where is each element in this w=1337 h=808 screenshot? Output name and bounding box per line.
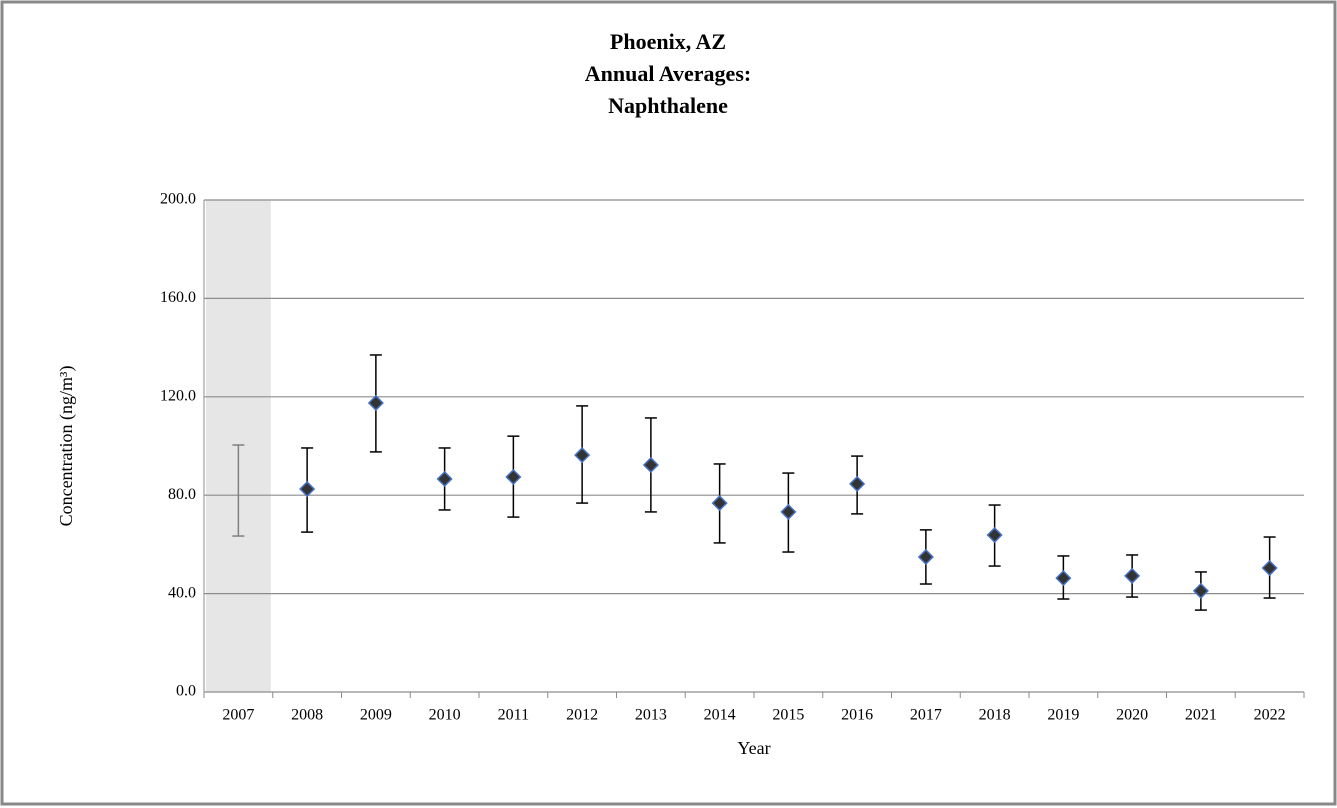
marker	[642, 456, 659, 474]
x-tick-label: 2011	[498, 707, 529, 724]
marker	[1124, 567, 1141, 584]
x-axis-label: Year	[737, 738, 770, 758]
marker	[1055, 570, 1072, 587]
chart-title: Annual Averages:	[585, 61, 751, 86]
marker	[780, 503, 797, 520]
marker	[849, 475, 866, 492]
y-axis-label: Concentration (ng/m³)	[56, 366, 77, 527]
x-tick-label: 2018	[979, 707, 1011, 724]
marker	[711, 495, 728, 512]
x-tick-label: 2016	[841, 707, 873, 724]
x-tick-label: 2013	[635, 707, 667, 724]
marker	[436, 470, 453, 488]
chart-title: Naphthalene	[608, 93, 728, 118]
y-tick-label: 120.0	[160, 387, 196, 404]
x-tick-label: 2009	[360, 707, 392, 724]
y-tick-label: 0.0	[176, 683, 196, 700]
x-tick-label: 2017	[910, 707, 942, 724]
marker	[917, 548, 934, 566]
x-tick-label: 2010	[429, 707, 461, 724]
x-tick-label: 2019	[1047, 707, 1079, 724]
marker	[1192, 582, 1209, 599]
x-tick-label: 2015	[772, 707, 804, 724]
marker	[986, 526, 1003, 544]
y-tick-label: 200.0	[160, 191, 196, 208]
x-tick-label: 2008	[291, 707, 323, 724]
y-tick-label: 40.0	[168, 584, 196, 601]
y-tick-label: 160.0	[160, 289, 196, 306]
x-tick-label: 2012	[566, 707, 598, 724]
marker	[299, 480, 316, 498]
x-tick-label: 2021	[1185, 707, 1217, 724]
y-tick-label: 80.0	[168, 486, 196, 503]
x-tick-label: 2020	[1116, 707, 1148, 724]
marker	[505, 468, 522, 486]
x-tick-label: 2014	[704, 707, 736, 724]
marker	[367, 394, 384, 412]
chart-title: Phoenix, AZ	[610, 29, 726, 54]
marker	[1261, 559, 1278, 577]
x-tick-label: 2007	[222, 707, 254, 724]
x-tick-label: 2022	[1254, 707, 1286, 724]
marker	[574, 447, 591, 464]
